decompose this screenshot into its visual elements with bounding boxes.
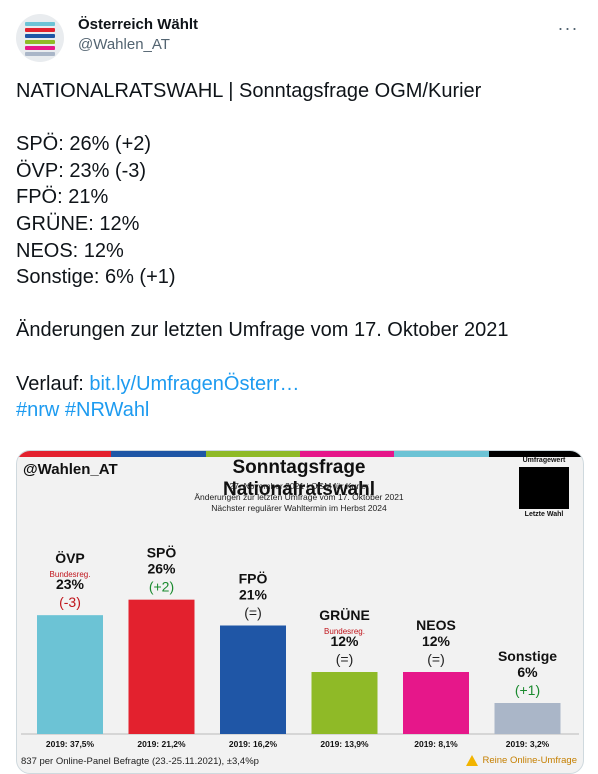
color-stripe: [17, 451, 112, 457]
blank-line: [16, 291, 582, 318]
bar-value-label: 12%: [330, 633, 359, 649]
bar-value-label: 23%: [56, 576, 85, 592]
more-options-icon[interactable]: ···: [557, 17, 579, 38]
tweet-line: Änderungen zur letzten Umfrage vom 17. O…: [16, 319, 509, 342]
graphic-brand: @Wahlen_AT: [23, 461, 118, 478]
graphic-subtitle-date: 27. November 2021 | OGM für Kurier: [229, 481, 369, 491]
legend-swatch: [519, 467, 569, 509]
color-stripe: [205, 451, 300, 457]
bar-category-label: ÖVP: [55, 550, 85, 566]
color-stripe: [394, 451, 489, 457]
poll-graphic[interactable]: @Wahlen_AT Sonntagsfrage Nationalratswah…: [16, 450, 584, 774]
author-handle[interactable]: @Wahlen_AT: [78, 36, 170, 53]
previous-election-label: 2019: 37,5%: [46, 739, 95, 749]
bar-category-label: SPÖ: [147, 545, 177, 561]
verlauf-line: Verlauf: bit.ly/UmfragenÖsterr…: [16, 371, 582, 398]
blank-line: [16, 344, 582, 371]
verlauf-label: Verlauf:: [16, 372, 90, 395]
verlauf-link[interactable]: bit.ly/UmfragenÖsterr…: [89, 372, 300, 395]
bar-category-label: Sonstige: [498, 648, 557, 664]
bar-4: [403, 672, 469, 734]
bar-category-label: FPÖ: [239, 571, 268, 587]
warning-icon: [466, 755, 479, 766]
previous-election-label: 2019: 21,2%: [137, 739, 186, 749]
bar-value-label: 12%: [422, 633, 451, 649]
tweet-line: FPÖ: 21%: [16, 186, 109, 209]
bar-note-label: Bundesreg.: [50, 570, 91, 579]
bar-2: [220, 625, 286, 734]
tweet-text: NATIONALRATSWAHL | Sonntagsfrage OGM/Kur…: [16, 78, 582, 424]
previous-election-label: 2019: 3,2%: [506, 739, 550, 749]
tweet-line: SPÖ: 26% (+2): [16, 133, 152, 156]
legend: Umfragewert Letzte Wahl: [513, 457, 575, 519]
hashtags[interactable]: #nrw #NRWahl: [16, 399, 150, 422]
bar-value-label: 21%: [239, 587, 268, 603]
tweet-line: Sonstige: 6% (+1): [16, 266, 176, 289]
bar-category-label: NEOS: [416, 617, 456, 633]
bar-change-label: (+1): [515, 682, 540, 698]
bar-change-label: (-3): [59, 594, 81, 610]
sample-note: 837 per Online-Panel Befragte (23.-25.11…: [21, 756, 259, 767]
online-poll-label: Reine Online-Umfrage: [482, 755, 577, 766]
bar-change-label: (=): [244, 605, 262, 621]
tweet-line: NATIONALRATSWAHL | Sonntagsfrage OGM/Kur…: [16, 80, 482, 102]
online-poll-note: Reine Online-Umfrage: [466, 755, 577, 766]
graphic-title: Sonntagsfrage Nationalratswahl: [222, 457, 376, 500]
tweet-header: Österreich Wählt @Wahlen_AT ···: [16, 12, 582, 62]
color-stripe: [488, 451, 583, 457]
bar-change-label: (=): [427, 651, 445, 667]
tweet-body-lines: NATIONALRATSWAHL | Sonntagsfrage OGM/Kur…: [16, 78, 582, 371]
graphic-subtitle-next-election: Nächster regulärer Wahltermin im Herbst …: [211, 503, 387, 513]
tweet-line: NEOS: 12%: [16, 239, 124, 262]
legend-label-last-election: Letzte Wahl: [524, 511, 564, 518]
bar-category-label: GRÜNE: [319, 607, 370, 623]
legend-label-poll: Umfragewert: [522, 457, 566, 464]
bar-note-label: Bundesreg.: [324, 627, 365, 636]
previous-election-label: 2019: 8,1%: [414, 739, 458, 749]
bar-change-label: (+2): [149, 579, 174, 595]
color-stripe: [111, 451, 206, 457]
previous-election-label: 2019: 16,2%: [229, 739, 278, 749]
tweet-line: ÖVP: 23% (-3): [16, 159, 147, 182]
bar-value-label: 6%: [517, 664, 538, 680]
graphic-subtitle-changes: Änderungen zur letzten Umfrage vom 17. O…: [194, 492, 404, 502]
color-stripe: [300, 451, 395, 457]
previous-election-label: 2019: 13,9%: [320, 739, 369, 749]
bar-value-label: 26%: [147, 561, 176, 577]
avatar[interactable]: [16, 14, 64, 62]
bar-5: [494, 703, 561, 734]
tweet-line: GRÜNE: 12%: [16, 212, 140, 235]
author-name[interactable]: Österreich Wählt: [78, 16, 199, 33]
bar-3: [311, 672, 378, 734]
bar-1: [128, 599, 195, 734]
graphic-canvas: @Wahlen_AT Sonntagsfrage Nationalratswah…: [17, 451, 583, 773]
blank-line: [16, 105, 582, 132]
bar-change-label: (=): [336, 651, 354, 667]
bar-0: [37, 615, 103, 734]
